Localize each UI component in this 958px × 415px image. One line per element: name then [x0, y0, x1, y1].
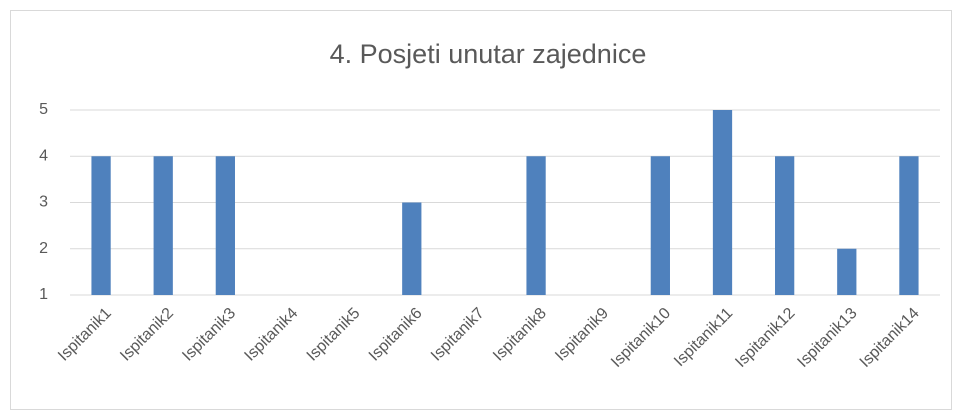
y-tick-label: 2: [39, 240, 48, 257]
y-tick-label: 1: [39, 286, 48, 303]
bar: [775, 156, 795, 295]
chart-title: 4. Posjeti unutar zajednice: [330, 39, 647, 69]
bar: [402, 202, 422, 295]
bar: [153, 156, 173, 295]
bar: [91, 156, 111, 295]
y-tick-label: 5: [39, 101, 48, 118]
y-tick-label: 3: [39, 194, 48, 211]
bar: [215, 156, 235, 295]
bar: [526, 156, 546, 295]
bar: [650, 156, 670, 295]
bar: [837, 248, 857, 295]
bar: [899, 156, 919, 295]
bar: [712, 110, 733, 295]
y-tick-label: 4: [39, 147, 48, 164]
